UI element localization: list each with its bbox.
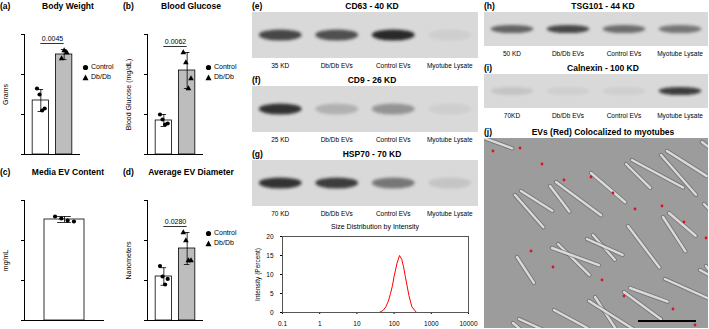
svg-text:Myotube Lysate: Myotube Lysate [657,50,703,58]
svg-text:Db/Db EVs: Db/Db EVs [321,136,354,143]
svg-text:50 KD: 50 KD [503,50,521,57]
html-text:Control: Control [214,63,237,70]
html-text:EVs (Red) Colocalized to myotu: EVs (Red) Colocalized to myotubes [531,127,675,137]
svg-text:0.1: 0.1 [278,320,287,327]
svg-text:20: 20 [266,233,274,240]
svg-text:0.0280: 0.0280 [165,218,187,225]
html-text:CD9 - 26 KD: CD9 - 26 KD [347,75,397,85]
html-text:Media EV Content: Media EV Content [31,167,105,177]
svg-text:Grams: Grams [2,84,9,106]
svg-text:Control EVs: Control EVs [376,136,411,143]
svg-text:10: 10 [353,320,361,327]
svg-text:Myotube Lysate: Myotube Lysate [657,112,703,120]
svg-text:10000: 10000 [459,320,477,327]
svg-text:Myotube Lysate: Myotube Lysate [427,62,473,70]
html-text:(b): (b) [123,1,134,11]
html-text:CD63 - 40 KD: CD63 - 40 KD [345,1,399,11]
html-text:(d): (d) [123,167,134,177]
html-text:Db/Db: Db/Db [91,73,111,80]
html-text:(f): (f) [252,75,261,85]
html-text:(g): (g) [252,149,263,159]
html-text:Control: Control [214,229,237,236]
svg-text:Nanometers: Nanometers [125,241,132,280]
html-text:Blood Glucose: Blood Glucose [161,1,221,11]
svg-text:0: 0 [270,309,274,316]
html-text:(i): (i) [484,63,492,73]
svg-text:5: 5 [270,290,274,297]
svg-text:Control EVs: Control EVs [376,62,411,69]
svg-text:Blood Glucose (mg/dL): Blood Glucose (mg/dL) [125,59,133,131]
svg-text:15: 15 [266,252,274,259]
svg-text:Myotube Lysate: Myotube Lysate [427,210,473,218]
svg-text:0.0062: 0.0062 [165,38,187,45]
svg-text:35 KD: 35 KD [271,62,289,69]
svg-text:Control EVs: Control EVs [607,50,642,57]
html-text:(a): (a) [0,1,11,11]
svg-text:Control EVs: Control EVs [607,112,642,119]
html-text:(j): (j) [484,127,492,137]
svg-text:1: 1 [318,320,322,327]
svg-text:0.0045: 0.0045 [42,35,64,42]
svg-text:100: 100 [389,320,400,327]
html-text:(c): (c) [0,167,11,177]
svg-text:70KD: 70KD [504,112,521,119]
html-text:TSG101 - 44 KD: TSG101 - 44 KD [571,1,635,11]
svg-text:Db/Db EVs: Db/Db EVs [321,210,354,217]
html-text:Db/Db: Db/Db [214,239,234,246]
html-text:Average EV Diameter: Average EV Diameter [148,167,234,177]
svg-text:mg/mL: mg/mL [2,250,10,272]
svg-text:Intensity (Percent): Intensity (Percent) [254,248,262,301]
svg-text:25 KD: 25 KD [271,136,289,143]
html-text:Body Weight: Body Weight [42,1,94,11]
svg-text:1000: 1000 [424,320,439,327]
html-text:Calnexin - 100 KD: Calnexin - 100 KD [567,63,639,73]
svg-text:Db/Db EVs: Db/Db EVs [552,50,585,57]
html-text:HSP70 - 70 KD: HSP70 - 70 KD [342,149,402,159]
html-text:Db/Db: Db/Db [214,73,234,80]
html-text:Size Distribution by Intensity: Size Distribution by Intensity [331,223,419,230]
svg-text:Myotube Lysate: Myotube Lysate [427,136,473,144]
svg-text:70 KD: 70 KD [271,210,289,217]
svg-text:Db/Db EVs: Db/Db EVs [552,112,585,119]
html-text:(h): (h) [484,1,495,11]
svg-text:10: 10 [266,271,274,278]
html-text:(e): (e) [252,1,263,11]
svg-text:Control EVs: Control EVs [376,210,411,217]
svg-text:Db/Db EVs: Db/Db EVs [321,62,354,69]
html-text:Control: Control [91,63,114,70]
